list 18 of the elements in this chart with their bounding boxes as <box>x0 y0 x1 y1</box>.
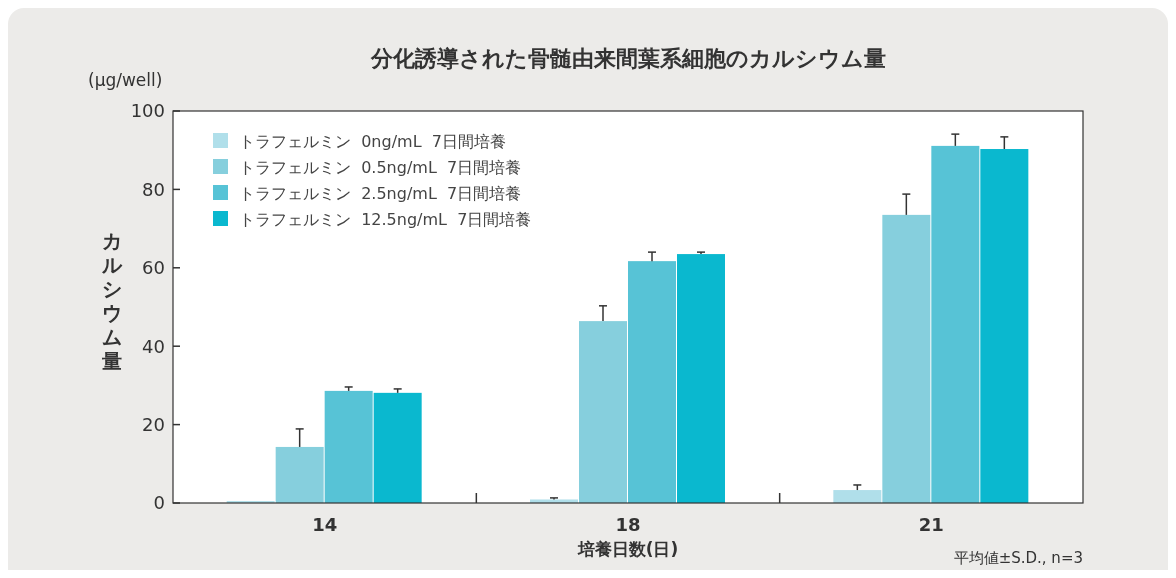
y-tick-label: 40 <box>142 335 165 357</box>
x-tick-label: 21 <box>918 514 944 535</box>
legend-label: トラフェルミン 0ng/mL 7日間培養 <box>239 131 506 151</box>
text: (μg/well) <box>88 70 163 90</box>
legend-label: トラフェルミン 0.5ng/mL 7日間培養 <box>239 157 522 177</box>
y-tick-label: 20 <box>142 413 165 435</box>
x-tick-label: 18 <box>615 514 641 535</box>
x-tick-label: 14 <box>312 514 338 535</box>
x-axis-title: 培養日数(日) <box>576 539 679 559</box>
chart-title: 分化誘導された骨髄由来間葉系細胞のカルシウム量 <box>369 46 886 71</box>
y-tick-label: 100 <box>130 100 165 122</box>
y-tick-label: 60 <box>142 257 165 279</box>
y-tick-label: 80 <box>142 178 165 200</box>
legend-label: トラフェルミン 12.5ng/mL 7日間培養 <box>239 209 532 229</box>
y-axis-title: カルシウム量 <box>101 229 123 373</box>
y-tick-label: 0 <box>153 492 165 514</box>
legend-label: トラフェルミン 2.5ng/mL 7日間培養 <box>239 183 522 203</box>
text: 平均値±S.D., n=3 <box>953 549 1083 567</box>
